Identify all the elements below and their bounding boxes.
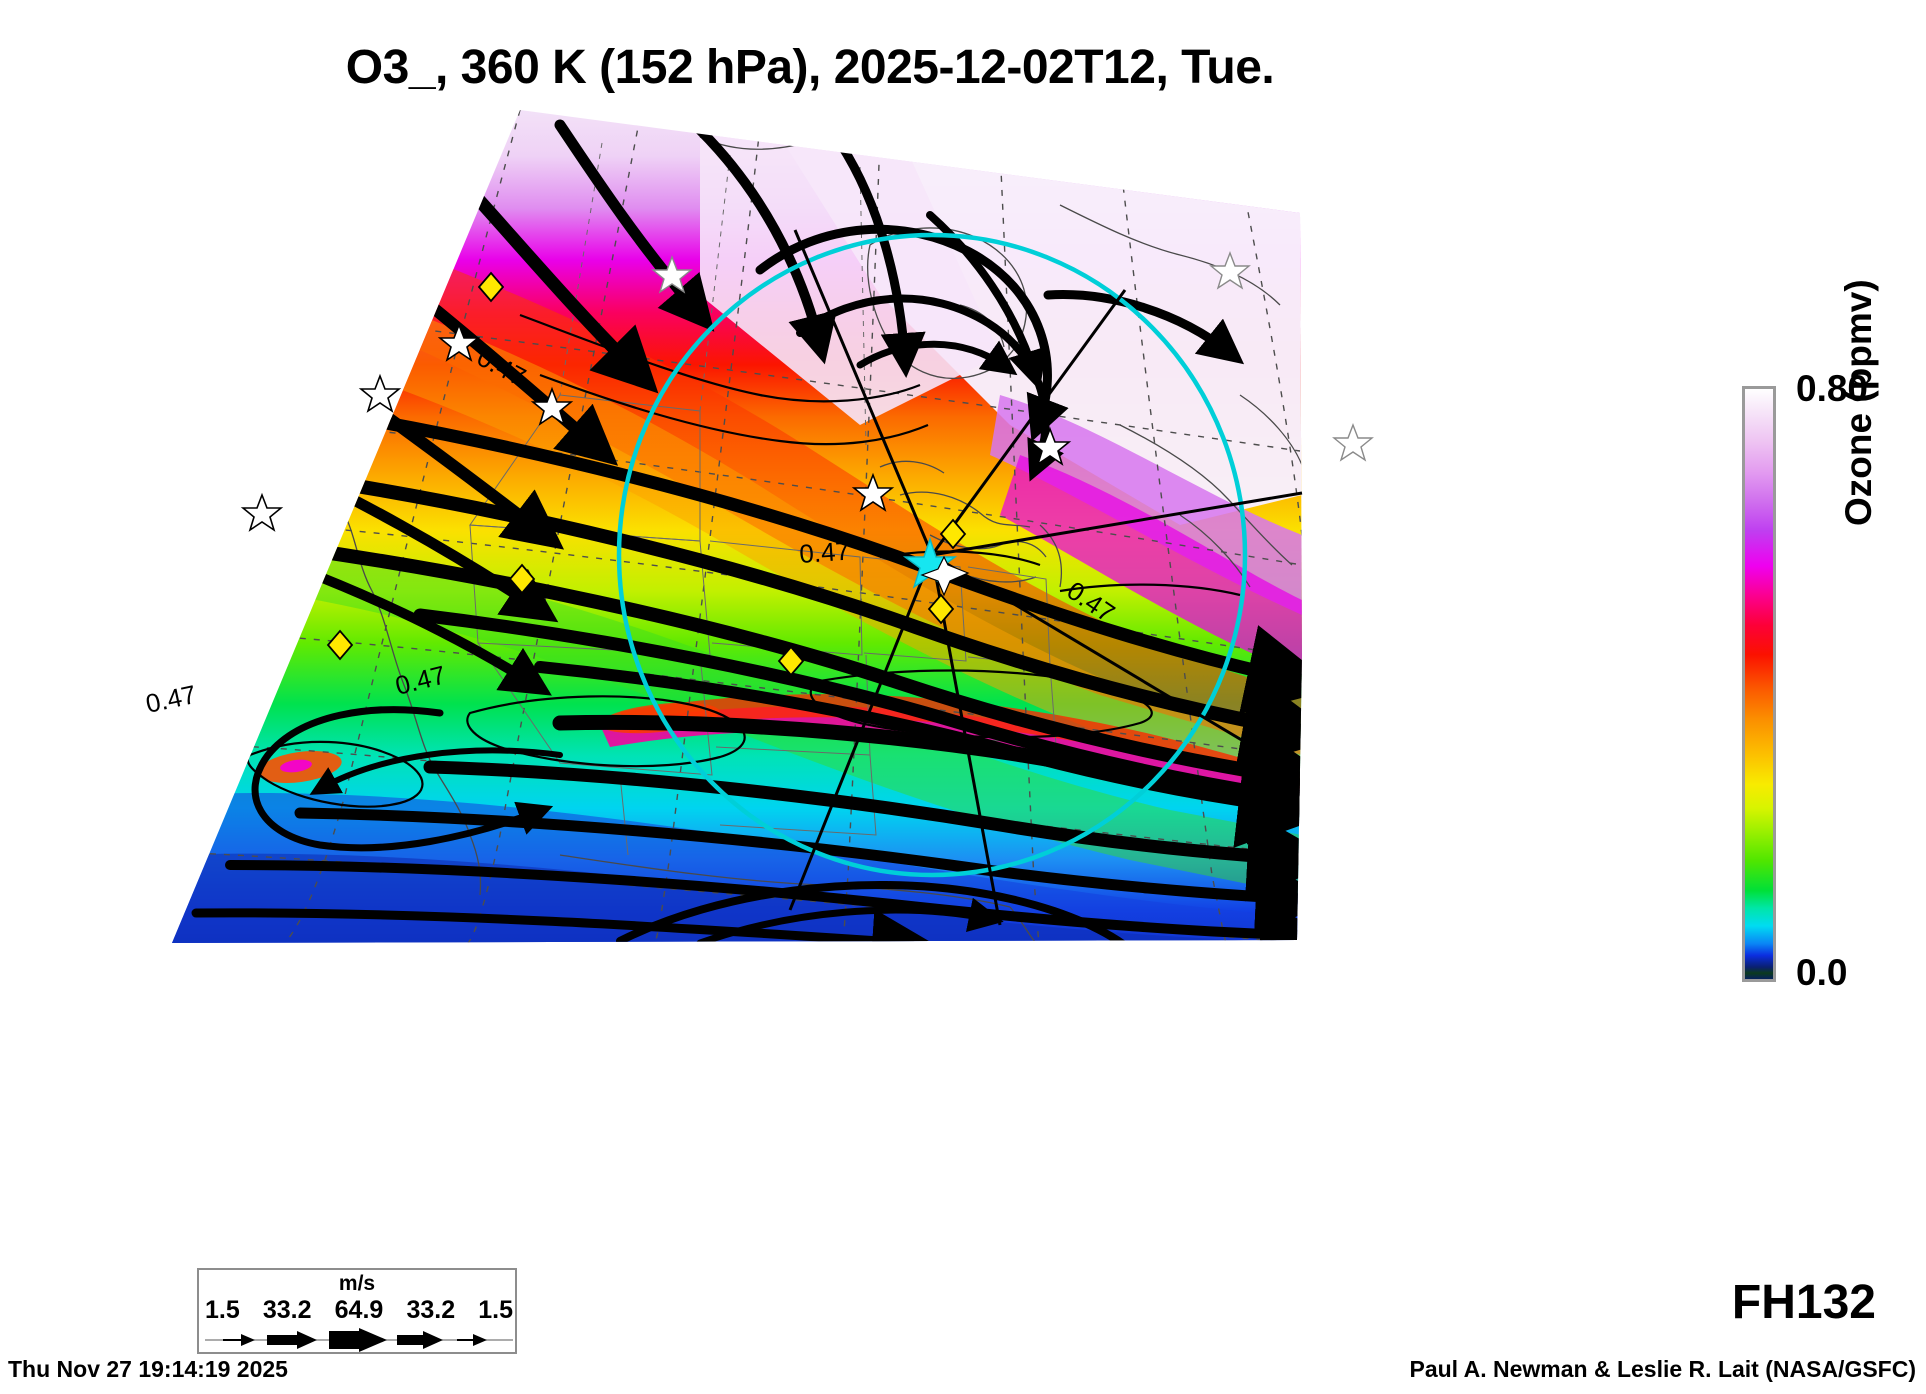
waypoint-diamond[interactable] bbox=[777, 645, 805, 677]
colorbar[interactable]: 0.80 0.0 Ozone (ppmv) bbox=[1742, 279, 1912, 993]
generation-timestamp: Thu Nov 27 19:14:19 2025 bbox=[8, 1356, 288, 1382]
colorbar-axis-label: Ozone (ppmv) bbox=[1838, 279, 1879, 526]
wind-units-label: m/s bbox=[338, 1272, 376, 1295]
ozone-field bbox=[172, 110, 1302, 943]
station-star[interactable] bbox=[651, 255, 693, 294]
station-star[interactable] bbox=[1028, 426, 1072, 466]
wind-value: 33.2 bbox=[262, 1296, 312, 1324]
wind-arrow-scale bbox=[205, 1328, 513, 1352]
wind-value: 64.9 bbox=[334, 1296, 384, 1324]
forecast-hour-label: FH132 bbox=[1731, 1276, 1876, 1329]
wind-legend-values: 1.5 33.2 64.9 33.2 1.5 bbox=[205, 1296, 513, 1325]
wind-value: 1.5 bbox=[478, 1296, 513, 1324]
wind-streamlines bbox=[191, 119, 1302, 943]
contour-label: 0.47 bbox=[143, 679, 199, 719]
wind-value: 33.2 bbox=[406, 1296, 456, 1324]
map-svg: 0.47 0.47 0.47 0.47 0.47 bbox=[143, 110, 1374, 943]
waypoint-diamond[interactable] bbox=[939, 518, 967, 550]
station-markers[interactable] bbox=[240, 251, 1374, 677]
station-star[interactable] bbox=[358, 373, 402, 413]
author-credit: Paul A. Newman & Leslie R. Lait (NASA/GS… bbox=[1409, 1356, 1916, 1382]
station-star[interactable] bbox=[851, 472, 895, 512]
map-canvas[interactable]: 0.47 0.47 0.47 0.47 0.47 bbox=[0, 95, 1620, 1225]
colorbar-max-label: 0.80 bbox=[1796, 368, 1869, 409]
station-star[interactable] bbox=[1332, 423, 1374, 462]
aircraft-icon bbox=[920, 555, 970, 597]
range-ring[interactable] bbox=[616, 232, 1248, 878]
station-star[interactable] bbox=[530, 386, 574, 426]
colorbar-min-label: 0.0 bbox=[1796, 952, 1848, 993]
wind-value: 1.5 bbox=[205, 1296, 240, 1324]
waypoint-diamond[interactable] bbox=[927, 593, 955, 625]
station-star[interactable] bbox=[1209, 251, 1251, 290]
waypoint-diamond[interactable] bbox=[477, 271, 505, 303]
flight-range-overlay[interactable] bbox=[616, 229, 1303, 926]
station-star[interactable] bbox=[240, 492, 284, 532]
station-star[interactable] bbox=[437, 322, 481, 362]
colorbar-gradient[interactable] bbox=[1742, 386, 1776, 982]
waypoint-diamond[interactable] bbox=[508, 563, 536, 595]
page-title: O3_, 360 K (152 hPa), 2025-12-02T12, Tue… bbox=[345, 41, 1275, 94]
waypoint-diamond[interactable] bbox=[326, 629, 354, 661]
wind-speed-legend: m/s 1.5 33.2 64.9 33.2 1.5 bbox=[197, 1268, 517, 1354]
contour-label: 0.47 bbox=[798, 536, 851, 569]
